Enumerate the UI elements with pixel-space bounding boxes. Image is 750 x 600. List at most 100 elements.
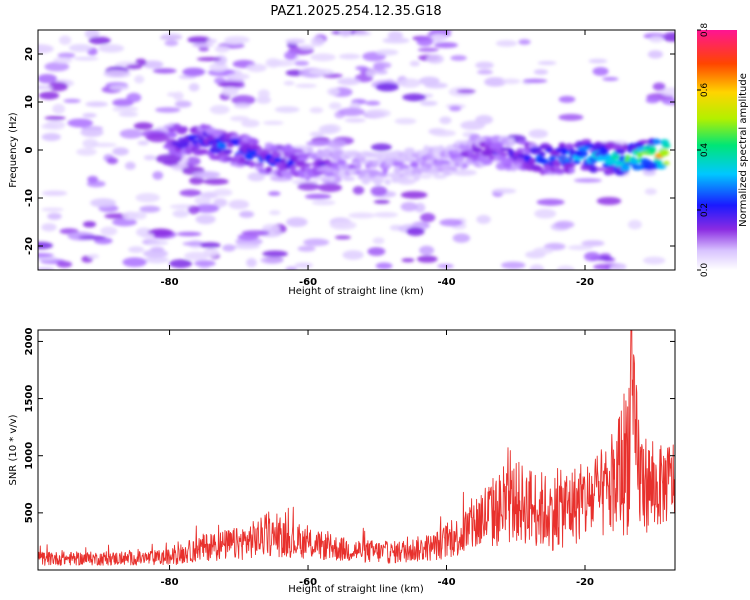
heatmap-cell [481, 157, 493, 166]
colorbar-tick-label: 0.0 [700, 263, 710, 278]
heatmap-cell [460, 120, 486, 130]
heatmap-cell [384, 179, 391, 185]
heatmap-cell [112, 218, 137, 227]
heatmap-cell [373, 212, 398, 218]
heatmap-cell [419, 174, 432, 179]
heatmap-cell [533, 69, 549, 75]
heatmap-cell [233, 102, 251, 109]
heatmap-cell [615, 149, 626, 155]
heatmap-cell [622, 143, 628, 151]
heatmap-cell [143, 249, 169, 258]
heatmap-cell [434, 42, 458, 49]
x-tick-label: -80 [161, 577, 179, 588]
heatmap-cell [213, 198, 228, 208]
heatmap-cell [609, 264, 626, 270]
colorbar-tick-label: 0.4 [700, 143, 710, 158]
heatmap-cell [222, 149, 233, 154]
heatmap-cell [232, 243, 261, 250]
heatmap-cell [209, 105, 230, 115]
heatmap-cell [638, 139, 651, 144]
heatmap-cell [82, 221, 97, 228]
heatmap-cell [439, 218, 463, 227]
heatmap-cell [38, 44, 54, 54]
heatmap-cell [370, 186, 388, 196]
heatmap-cell [262, 250, 288, 258]
heatmap-cell [73, 56, 99, 61]
heatmap-cell [645, 97, 660, 104]
heatmap-cell [296, 157, 309, 162]
heatmap-cell [174, 100, 192, 108]
heatmap-cell [112, 106, 139, 112]
heatmap-cell [82, 138, 99, 149]
heatmap-cell [206, 38, 217, 44]
heatmap-cell [476, 214, 491, 224]
heatmap-cell [187, 134, 200, 139]
heatmap-cell [558, 142, 566, 148]
heatmap-cell [118, 111, 139, 117]
heatmap-cell [180, 126, 189, 133]
heatmap-cell [67, 118, 94, 128]
heatmap-cell [42, 190, 68, 196]
heatmap-cell [87, 175, 99, 183]
heatmap-cell [52, 103, 66, 114]
heatmap-cell [484, 77, 507, 87]
heatmap-cell [501, 261, 526, 269]
heatmap-cell [268, 191, 281, 196]
heatmap-cell [38, 256, 58, 262]
colorbar: 0.0 0.2 0.4 0.6 0.8 Normalized spectral ampl… [697, 23, 749, 278]
heatmap-cell [365, 100, 381, 106]
colorbar-tick-label: 0.2 [700, 203, 710, 217]
heatmap-cell [126, 64, 143, 70]
heatmap-cell [342, 176, 356, 181]
heatmap-cell [393, 166, 402, 175]
heatmap-cell [98, 44, 125, 53]
heatmap-cell [169, 259, 193, 269]
heatmap-cell [311, 200, 336, 206]
heatmap-cell [318, 183, 342, 192]
heatmap-cell [182, 67, 206, 77]
heatmap-cell [137, 140, 149, 146]
heatmap-cell [322, 154, 332, 159]
heatmap-cell [283, 81, 295, 86]
heatmap-cell [448, 167, 458, 172]
x-tick-label: -40 [437, 277, 455, 288]
heatmap-cell [567, 245, 594, 251]
heatmap-cell [249, 138, 259, 146]
heatmap-cell [145, 133, 170, 143]
heatmap-cell [203, 178, 229, 185]
heatmap-cell [353, 31, 372, 36]
heatmap-cell [439, 116, 452, 125]
heatmap-cell [147, 240, 169, 245]
heatmap-cell [45, 120, 66, 130]
heatmap-cell [661, 98, 675, 105]
heatmap-cell [256, 96, 272, 104]
heatmap-cell [428, 148, 435, 156]
heatmap-cell [222, 244, 236, 252]
snr-frame [37, 329, 676, 571]
heatmap-cell [652, 138, 661, 145]
heatmap-cell [286, 217, 308, 228]
heatmap-cell [663, 161, 670, 166]
heatmap-cell [128, 246, 145, 254]
heatmap-cell [103, 70, 131, 78]
heatmap-cell [553, 168, 566, 173]
snr-y-ticks: 500 1000 1500 2000 [24, 327, 675, 523]
heatmap-cell [644, 188, 657, 195]
heatmap-cell [194, 260, 216, 267]
spectrogram-panel: -80 -60 -40 -20 20 10 0 -10 -20 Height of strai… [8, 29, 676, 297]
heatmap-cell [303, 238, 330, 247]
heatmap-cell [155, 107, 181, 113]
heatmap-cell [337, 77, 361, 86]
heatmap-cell [456, 89, 476, 94]
spectrogram-y-ticks: 20 10 0 -10 -20 [24, 47, 675, 255]
heatmap-cell [184, 251, 210, 261]
heatmap-cell [377, 156, 384, 161]
heatmap-cell [166, 92, 178, 97]
snr-series-line [38, 330, 675, 566]
heatmap-cell [328, 176, 336, 182]
heatmap-cell [80, 127, 104, 137]
heatmap-cell [419, 245, 435, 256]
heatmap-cell [38, 91, 60, 100]
heatmap-cell [339, 30, 352, 38]
